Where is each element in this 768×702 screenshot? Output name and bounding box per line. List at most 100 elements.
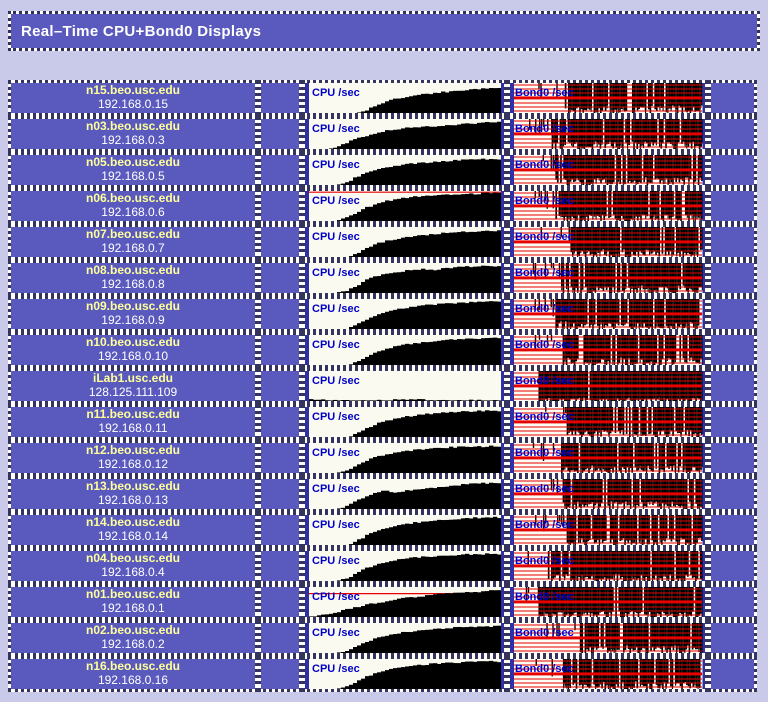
- spacer-cell: [258, 440, 302, 476]
- host-cell: n03.beo.usc.edu 192.168.0.3: [8, 116, 258, 152]
- cpu-graph: CPU /sec: [305, 155, 504, 185]
- host-cell: n13.beo.usc.edu 192.168.0.13: [8, 476, 258, 512]
- cpu-graph: CPU /sec: [305, 371, 504, 401]
- bond-graph-cell: Bond0 /sec: [507, 80, 708, 116]
- end-cell: [708, 224, 757, 260]
- host-name: iLab1.usc.edu: [92, 371, 174, 386]
- graph-label: Bond0 /sec: [515, 627, 574, 639]
- host-ip: 192.168.0.2: [101, 637, 165, 651]
- host-name: n16.beo.usc.edu: [85, 659, 181, 674]
- spacer-cell: [258, 548, 302, 584]
- graph-label: CPU /sec: [312, 627, 360, 639]
- host-cell: n15.beo.usc.edu 192.168.0.15: [8, 80, 258, 116]
- bond-graph-cell: Bond0 /sec: [507, 224, 708, 260]
- bond-graph-cell: Bond0 /sec: [507, 440, 708, 476]
- cpu-graph-cell: CPU /sec: [302, 296, 507, 332]
- cpu-graph-cell: CPU /sec: [302, 656, 507, 692]
- end-cell: [708, 440, 757, 476]
- host-cell: iLab1.usc.edu 128.125.111.109: [8, 368, 258, 404]
- bond-graph: Bond0 /sec: [510, 299, 705, 329]
- end-cell: [708, 296, 757, 332]
- host-ip: 192.168.0.11: [98, 421, 168, 435]
- spacer-cell: [258, 404, 302, 440]
- graph-label: Bond0 /sec: [515, 591, 574, 603]
- cpu-graph-cell: CPU /sec: [302, 440, 507, 476]
- bond-graph-cell: Bond0 /sec: [507, 404, 708, 440]
- spacer-cell: [258, 188, 302, 224]
- spacer-cell: [258, 656, 302, 692]
- spacer-cell: [258, 584, 302, 620]
- spacer-cell: [258, 116, 302, 152]
- host-cell: n12.beo.usc.edu 192.168.0.12: [8, 440, 258, 476]
- cpu-graph: CPU /sec: [305, 191, 504, 221]
- host-cell: n01.beo.usc.edu 192.168.0.1: [8, 584, 258, 620]
- end-cell: [708, 404, 757, 440]
- graph-label: Bond0 /sec: [515, 483, 574, 495]
- host-name: n05.beo.usc.edu: [85, 155, 181, 170]
- bond-graph: Bond0 /sec: [510, 155, 705, 185]
- host-ip: 192.168.0.15: [97, 97, 169, 111]
- graph-label: Bond0 /sec: [515, 339, 574, 351]
- cpu-graph-cell: CPU /sec: [302, 260, 507, 296]
- graph-label: Bond0 /sec: [515, 159, 574, 171]
- host-cell: n04.beo.usc.edu 192.168.0.4: [8, 548, 258, 584]
- bond-graph: Bond0 /sec: [510, 479, 705, 509]
- host-cell: n09.beo.usc.edu 192.168.0.9: [8, 296, 258, 332]
- host-name: n01.beo.usc.edu: [85, 587, 181, 602]
- end-cell: [708, 152, 757, 188]
- graph-label: Bond0 /sec: [515, 375, 574, 387]
- spacer-cell: [258, 152, 302, 188]
- host-ip: 192.168.0.7: [101, 241, 165, 255]
- graph-label: CPU /sec: [312, 411, 360, 423]
- host-name: n02.beo.usc.edu: [85, 623, 181, 638]
- host-ip: 192.168.0.3: [101, 133, 165, 147]
- host-ip: 192.168.0.9: [101, 313, 165, 327]
- cpu-graph: CPU /sec: [305, 659, 504, 689]
- bond-graph-cell: Bond0 /sec: [507, 368, 708, 404]
- graph-label: Bond0 /sec: [515, 303, 574, 315]
- graph-label: CPU /sec: [312, 447, 360, 459]
- bond-graph: Bond0 /sec: [510, 587, 705, 617]
- host-cell: n08.beo.usc.edu 192.168.0.8: [8, 260, 258, 296]
- cpu-graph: CPU /sec: [305, 623, 504, 653]
- host-cell: n06.beo.usc.edu 192.168.0.6: [8, 188, 258, 224]
- bond-graph: Bond0 /sec: [510, 407, 705, 437]
- graph-label: CPU /sec: [312, 195, 360, 207]
- graph-label: CPU /sec: [312, 87, 360, 99]
- host-cell: n05.beo.usc.edu 192.168.0.5: [8, 152, 258, 188]
- end-cell: [708, 512, 757, 548]
- cpu-graph: CPU /sec: [305, 335, 504, 365]
- host-name: n09.beo.usc.edu: [85, 299, 181, 314]
- bond-graph-cell: Bond0 /sec: [507, 296, 708, 332]
- host-ip: 128.125.111.109: [88, 385, 178, 399]
- cpu-graph: CPU /sec: [305, 119, 504, 149]
- end-cell: [708, 368, 757, 404]
- end-cell: [708, 620, 757, 656]
- cpu-graph-cell: CPU /sec: [302, 332, 507, 368]
- page-title: Real–Time CPU+Bond0 Displays: [8, 11, 760, 51]
- host-ip: 192.168.0.1: [101, 601, 165, 615]
- bond-graph-cell: Bond0 /sec: [507, 152, 708, 188]
- end-cell: [708, 476, 757, 512]
- bond-graph: Bond0 /sec: [510, 551, 705, 581]
- host-cell: n07.beo.usc.edu 192.168.0.7: [8, 224, 258, 260]
- host-name: n07.beo.usc.edu: [85, 227, 181, 242]
- end-cell: [708, 188, 757, 224]
- cpu-graph-cell: CPU /sec: [302, 404, 507, 440]
- graph-label: CPU /sec: [312, 375, 360, 387]
- host-cell: n11.beo.usc.edu 192.168.0.11: [8, 404, 258, 440]
- bond-graph-cell: Bond0 /sec: [507, 548, 708, 584]
- bond-graph: Bond0 /sec: [510, 443, 705, 473]
- bond-graph-cell: Bond0 /sec: [507, 620, 708, 656]
- cpu-graph-cell: CPU /sec: [302, 152, 507, 188]
- graph-label: Bond0 /sec: [515, 411, 574, 423]
- end-cell: [708, 260, 757, 296]
- spacer-cell: [258, 260, 302, 296]
- host-cell: n14.beo.usc.edu 192.168.0.14: [8, 512, 258, 548]
- host-ip: 192.168.0.8: [101, 277, 165, 291]
- cpu-graph: CPU /sec: [305, 479, 504, 509]
- host-ip: 192.168.0.13: [97, 493, 169, 507]
- host-name: n03.beo.usc.edu: [85, 119, 181, 134]
- bond-graph: Bond0 /sec: [510, 515, 705, 545]
- bond-graph: Bond0 /sec: [510, 659, 705, 689]
